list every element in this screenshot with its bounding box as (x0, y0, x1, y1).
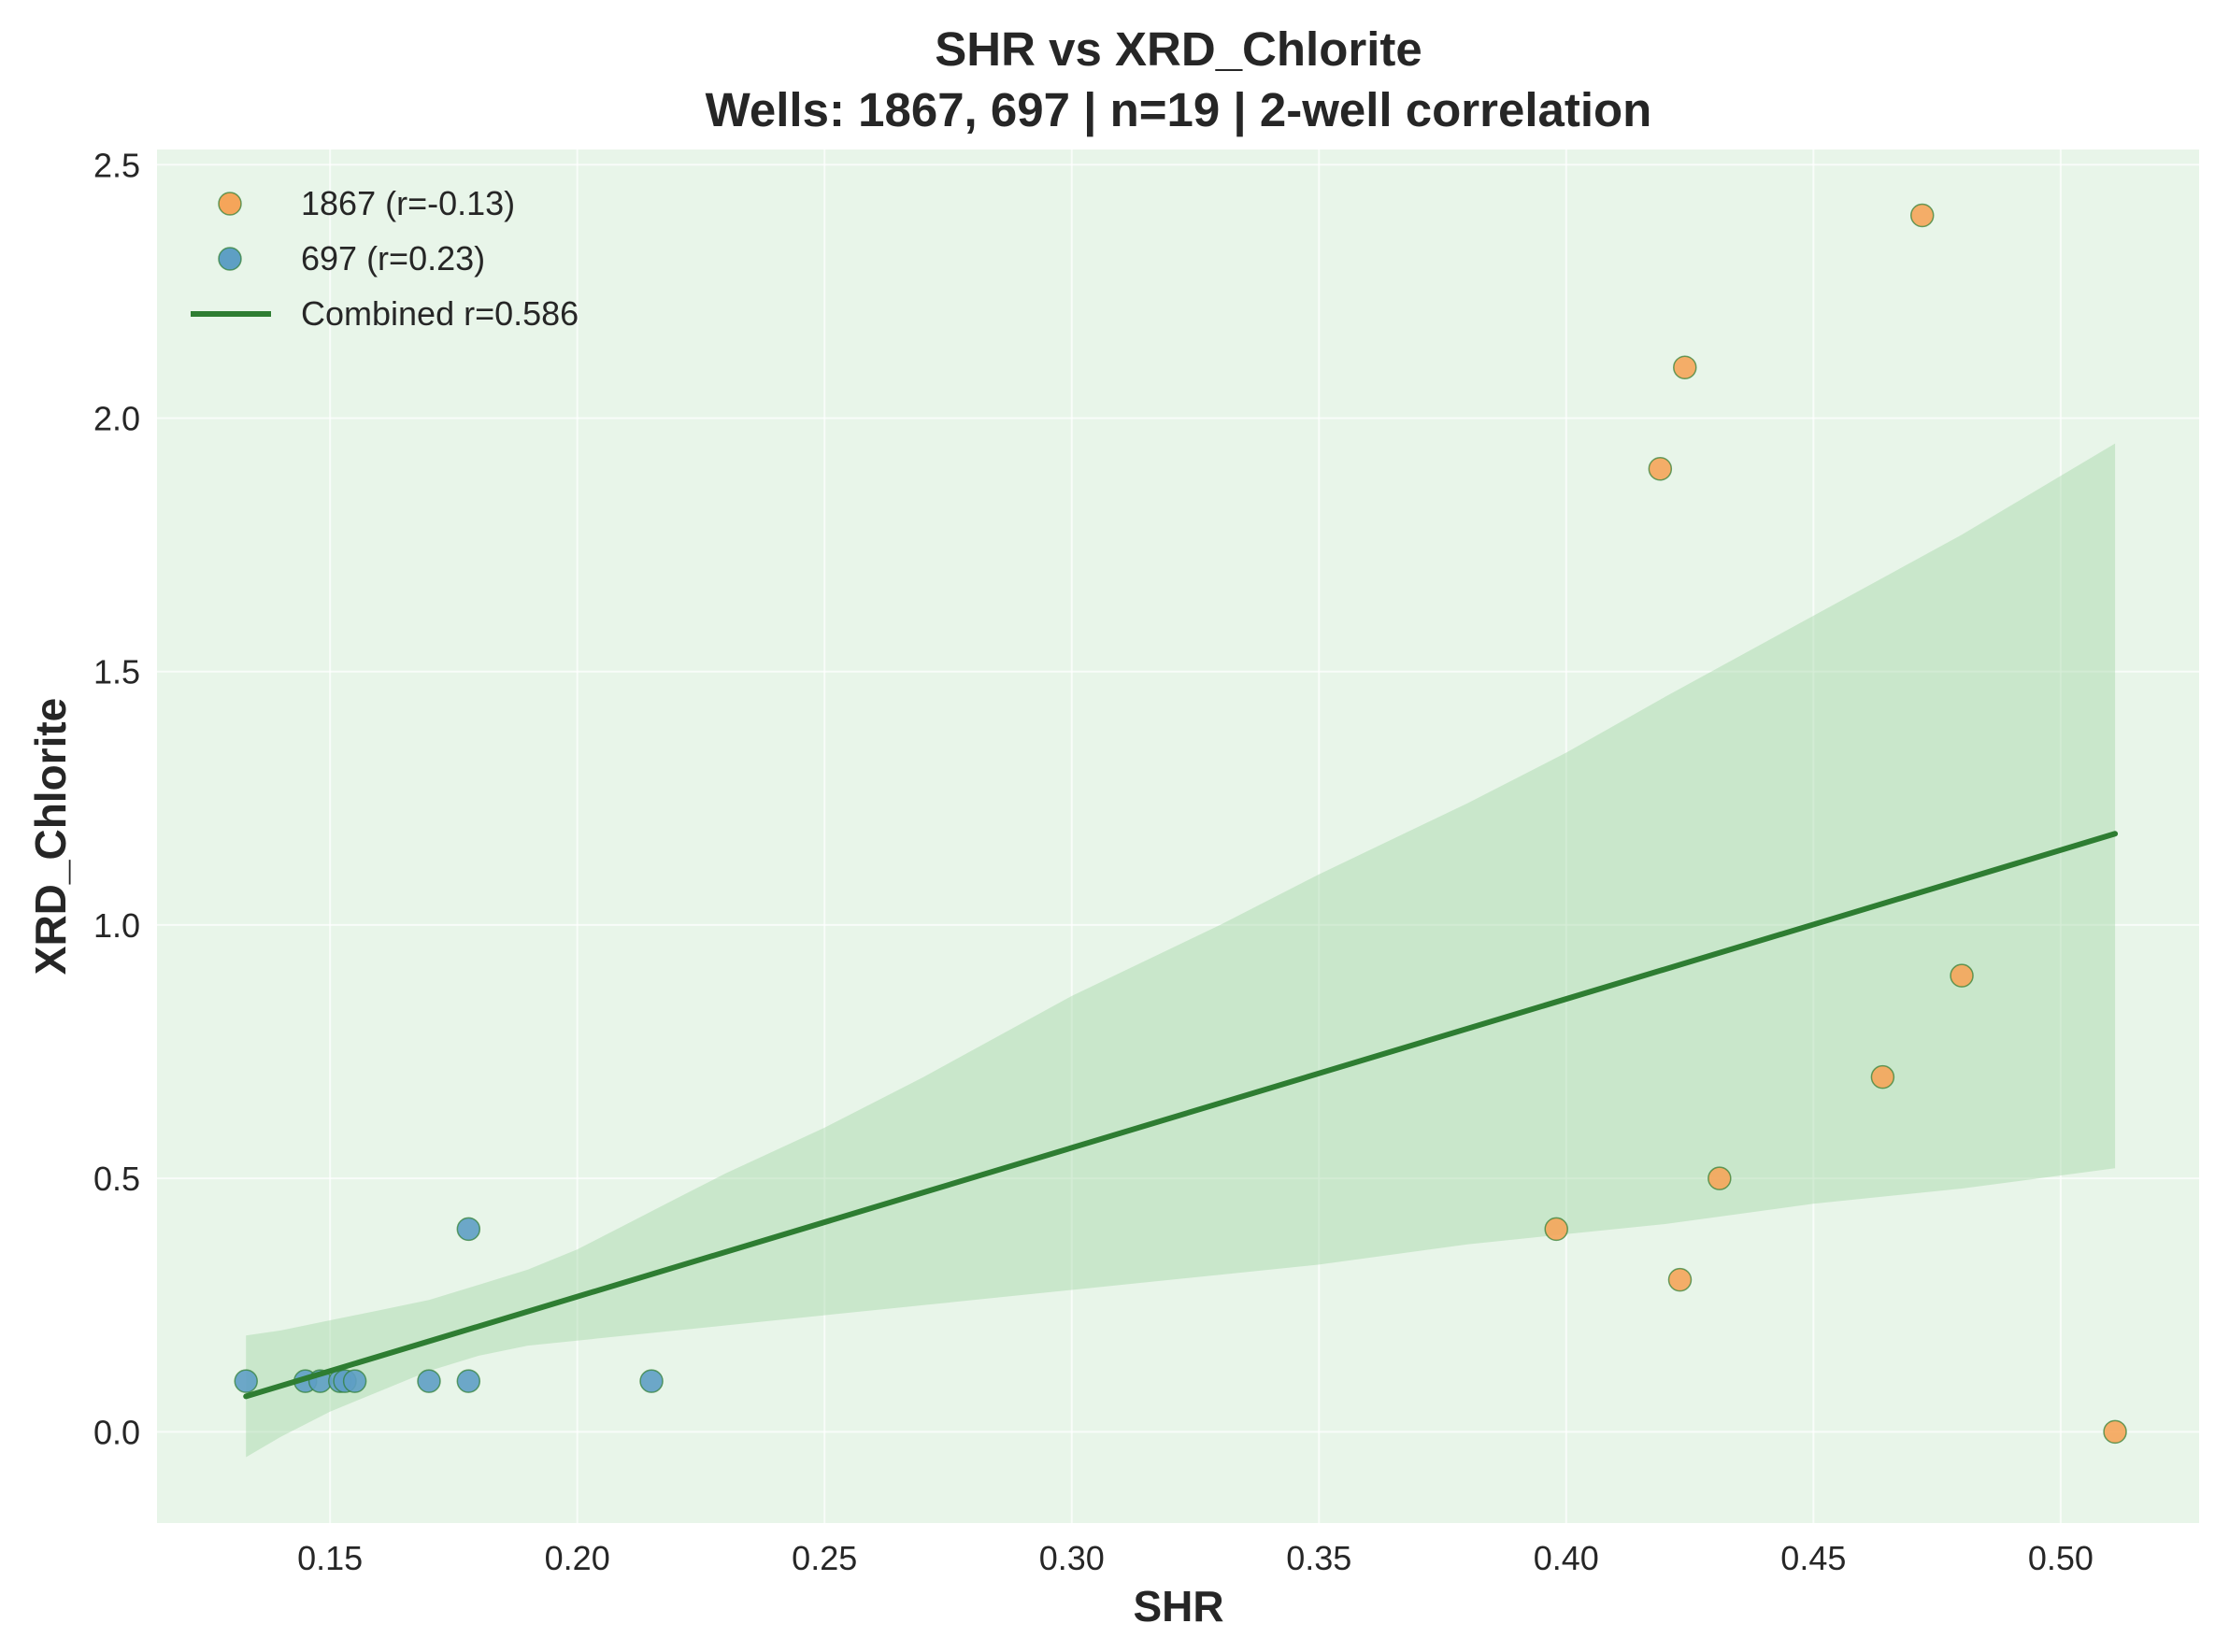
data-point-697 (456, 1217, 481, 1242)
y-axis-ticks: 0.0 0.5 1.0 1.5 2.0 2.5 (93, 146, 140, 1451)
data-point-1867 (1870, 1064, 1895, 1089)
scatter-points (234, 203, 2127, 1445)
confidence-band (246, 443, 2116, 1458)
y-tick-label: 0.0 (93, 1413, 140, 1451)
chart-title: SHR vs XRD_Chlorite (935, 22, 1422, 76)
legend-marker-697 (218, 247, 242, 271)
data-point-1867 (1667, 1267, 1693, 1292)
legend-label-697: 697 (r=0.23) (301, 239, 485, 278)
data-point-1867 (1708, 1166, 1732, 1190)
x-tick-label: 0.45 (1780, 1539, 1846, 1577)
x-axis-label: SHR (1133, 1582, 1223, 1631)
y-tick-label: 1.5 (93, 653, 140, 691)
x-tick-label: 0.15 (297, 1539, 363, 1577)
x-axis-ticks: 0.15 0.20 0.25 0.30 0.35 0.40 0.45 0.50 (297, 1539, 2094, 1577)
data-point-1867 (1544, 1217, 1568, 1242)
y-tick-label: 1.0 (93, 906, 140, 945)
data-point-697 (417, 1369, 441, 1393)
x-tick-label: 0.50 (2028, 1539, 2094, 1577)
data-point-1867 (1648, 456, 1673, 481)
x-tick-label: 0.20 (545, 1539, 610, 1577)
x-tick-label: 0.35 (1286, 1539, 1351, 1577)
data-point-1867 (1950, 963, 1974, 988)
y-tick-label: 0.5 (93, 1160, 140, 1198)
y-tick-label: 2.5 (93, 146, 140, 184)
data-point-697 (639, 1369, 664, 1393)
data-point-1867 (2103, 1419, 2127, 1445)
chart-subtitle: Wells: 1867, 697 | n=19 | 2-well correla… (706, 83, 1652, 137)
legend-marker-1867 (218, 192, 242, 216)
regression-line (243, 831, 2119, 1400)
data-point-1867 (1673, 355, 1697, 379)
y-tick-label: 2.0 (93, 399, 140, 437)
x-tick-label: 0.25 (792, 1539, 857, 1577)
legend-label-combined: Combined r=0.586 (301, 294, 579, 333)
plot-area (157, 150, 2199, 1523)
legend-label-1867: 1867 (r=-0.13) (301, 184, 515, 222)
grid (157, 150, 2199, 1523)
x-tick-label: 0.40 (1534, 1539, 1599, 1577)
x-tick-label: 0.30 (1039, 1539, 1105, 1577)
data-point-697 (234, 1369, 258, 1393)
data-point-1867 (1909, 203, 1935, 228)
legend: 1867 (r=-0.13) 697 (r=0.23) Combined r=0… (191, 184, 579, 333)
data-point-697 (456, 1369, 481, 1393)
y-axis-label: XRD_Chlorite (26, 698, 75, 975)
data-point-697 (342, 1369, 367, 1393)
